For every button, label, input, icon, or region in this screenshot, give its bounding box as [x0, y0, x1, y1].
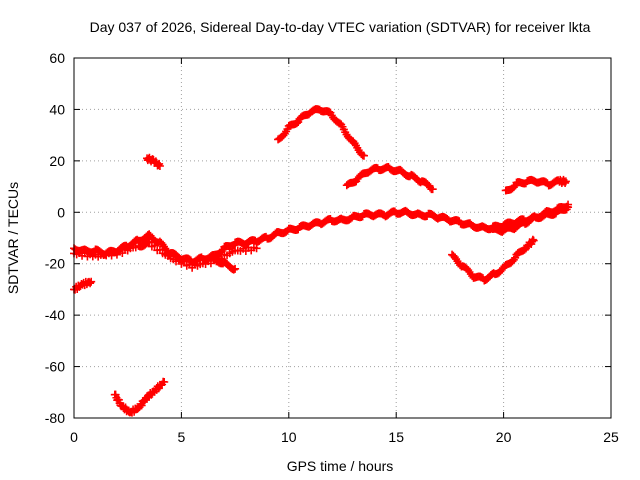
data-point [145, 237, 154, 246]
x-tick-label: 25 [603, 429, 619, 445]
data-point [292, 119, 301, 128]
axis-ticks: 0 5 10 15 20 25 60 40 20 0 -20 -40 -60 -80 [45, 50, 619, 445]
data-point [561, 178, 570, 187]
grid [74, 58, 611, 418]
data-point [529, 236, 538, 245]
data-point [509, 183, 518, 192]
chart-title: Day 037 of 2026, Sidereal Day-to-day VTE… [90, 19, 591, 35]
data-point [428, 185, 437, 194]
x-tick-label: 20 [496, 429, 512, 445]
data-point [528, 235, 537, 244]
series-late-band-low [488, 200, 573, 236]
y-tick-label: -20 [45, 256, 65, 272]
data-point [86, 279, 95, 288]
data-point [561, 177, 570, 186]
data-point [359, 151, 368, 160]
x-tick-label: 10 [281, 429, 297, 445]
data-point [160, 378, 169, 386]
series-early-arc [143, 153, 164, 170]
data-point [87, 277, 96, 286]
y-tick-label: -60 [45, 359, 65, 375]
y-tick-label: -80 [45, 410, 65, 426]
plot-frame [73, 57, 612, 419]
series-evening-dip [448, 235, 538, 285]
x-axis-label: GPS time / hours [287, 458, 394, 474]
data-point [231, 264, 240, 273]
data-point [154, 161, 163, 170]
y-tick-label: 0 [57, 204, 65, 220]
y-tick-label: 60 [49, 50, 65, 66]
data-point [155, 162, 164, 170]
x-tick-label: 5 [178, 429, 186, 445]
y-axis-label: SDTVAR / TECUs [5, 182, 21, 294]
data-point [150, 241, 159, 250]
y-tick-label: -40 [45, 307, 65, 323]
series-morning-dip [110, 377, 169, 417]
data-series [70, 105, 573, 417]
series-mid-drop [209, 253, 240, 274]
series-late-arc [501, 175, 570, 195]
x-tick-label: 15 [388, 429, 404, 445]
series-afternoon-arc [342, 163, 437, 194]
series-main-band [70, 203, 573, 267]
y-tick-label: 40 [49, 101, 65, 117]
x-tick-label: 0 [70, 429, 78, 445]
series-noon-arc [274, 105, 368, 160]
data-point [252, 244, 261, 253]
y-tick-label: 20 [49, 153, 65, 169]
data-point [564, 200, 573, 209]
